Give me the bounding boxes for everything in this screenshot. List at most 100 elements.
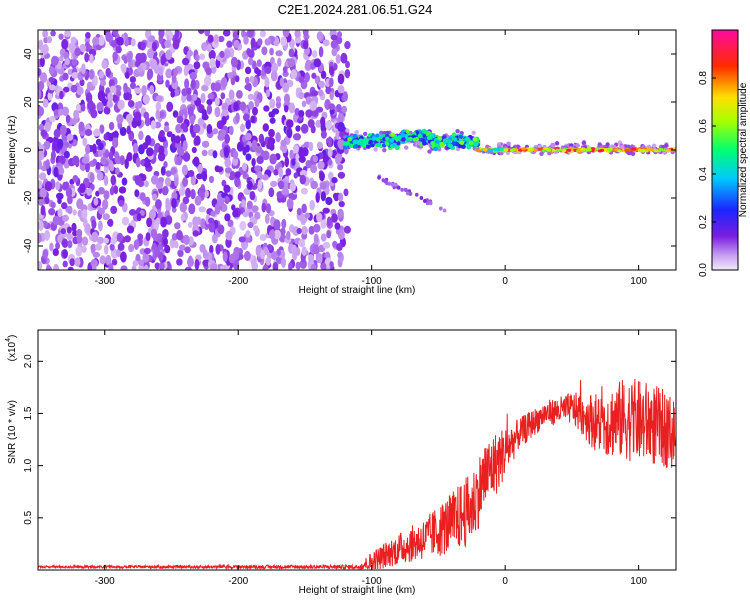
halo-cell: [652, 143, 657, 148]
noise-cell: [228, 253, 236, 264]
band-cell: [465, 136, 471, 142]
snr-panel: -300 -200 -100 0 100 0.5 1.0 1.5 2.0 Height of …: [5, 329, 677, 596]
noise-cell: [58, 155, 66, 165]
noise-cell: [288, 48, 295, 58]
noise-cell: [96, 171, 104, 181]
colorbar-ticks: 0.0 0.2 0.4 0.6 0.8: [698, 71, 716, 277]
noise-cell: [143, 247, 151, 255]
noise-cell: [309, 100, 317, 111]
noise-cell: [190, 79, 196, 89]
noise-cell: [158, 251, 164, 262]
noise-cell: [134, 87, 142, 94]
noise-cell: [299, 174, 307, 185]
noise-cell: [132, 142, 139, 154]
noise-cell: [280, 139, 287, 147]
band-cell: [442, 138, 448, 144]
noise-cell: [61, 202, 68, 210]
noise-cell: [180, 133, 186, 143]
noise-cell: [198, 206, 206, 213]
noise-cell: [117, 242, 125, 251]
noise-cell: [270, 70, 278, 82]
noise-cell: [155, 109, 160, 120]
noise-cell: [62, 86, 70, 93]
noise-cell: [251, 205, 259, 212]
noise-cell: [244, 250, 251, 261]
noise-cell: [91, 263, 97, 270]
noise-cell: [217, 35, 225, 43]
carrier-cell: [580, 147, 586, 151]
noise-cell: [228, 170, 236, 181]
noise-cell: [338, 200, 345, 208]
carrier-cell: [641, 149, 647, 153]
noise-cell: [337, 208, 344, 219]
noise-cell: [155, 182, 164, 190]
noise-cell: [115, 167, 120, 175]
noise-cell: [134, 175, 142, 186]
noise-cell: [145, 232, 151, 242]
colorbar-tick-label: 0.6: [698, 119, 709, 133]
noise-cell: [63, 51, 70, 60]
noise-cell: [311, 110, 319, 117]
carrier-cell: [521, 147, 526, 151]
y-tick-label: 20: [23, 96, 34, 108]
noise-cell: [90, 243, 97, 252]
spectrogram-x-axis-label: Height of straight line (km): [299, 285, 416, 296]
noise-cell: [154, 246, 160, 258]
noise-cell: [232, 209, 239, 218]
noise-cell: [263, 105, 270, 112]
noise-cell: [121, 216, 130, 226]
noise-cell: [92, 158, 98, 165]
noise-cell: [191, 146, 197, 154]
halo-cell: [373, 147, 378, 152]
noise-cell: [219, 265, 225, 270]
noise-cell: [107, 92, 114, 103]
noise-cell: [95, 161, 101, 170]
noise-cell: [86, 187, 93, 196]
noise-cell: [62, 249, 68, 259]
noise-cell: [158, 111, 165, 118]
noise-cell: [289, 182, 297, 192]
noise-cell: [268, 229, 276, 240]
noise-cell: [266, 244, 273, 251]
noise-cell: [340, 52, 348, 64]
carrier-cell: [529, 147, 535, 151]
noise-cell: [38, 199, 44, 206]
noise-cell: [113, 185, 119, 195]
y-tick-label: 2.0: [23, 354, 34, 368]
noise-cell: [127, 99, 135, 108]
noise-cell: [93, 75, 98, 86]
noise-cell: [304, 72, 310, 83]
noise-cell: [312, 244, 320, 255]
noise-cell: [235, 112, 240, 124]
noise-cell: [103, 175, 109, 186]
noise-cell: [189, 71, 197, 81]
carrier-cell: [482, 148, 488, 152]
noise-cell: [164, 177, 172, 187]
noise-cell: [165, 197, 170, 208]
noise-cell: [48, 76, 55, 83]
noise-cell: [105, 254, 112, 266]
noise-cell: [322, 154, 330, 163]
noise-cell: [247, 57, 254, 66]
noise-cell: [137, 233, 144, 241]
noise-cell: [175, 123, 182, 134]
trace-cell: [423, 199, 427, 203]
noise-cell: [201, 84, 209, 92]
noise-cell: [49, 242, 54, 252]
noise-cell: [160, 55, 166, 66]
noise-cell: [57, 138, 64, 149]
trace-cell: [408, 191, 413, 196]
noise-cell: [209, 244, 214, 255]
noise-cell: [290, 244, 298, 253]
noise-cell: [70, 36, 77, 45]
noise-cell: [256, 156, 264, 165]
noise-cell: [213, 82, 222, 92]
noise-cell: [60, 228, 67, 235]
noise-cell: [38, 106, 45, 117]
noise-cell: [269, 117, 276, 124]
noise-cell: [48, 84, 56, 91]
noise-cell: [155, 101, 162, 112]
band-cell: [404, 136, 410, 141]
noise-cell: [182, 176, 189, 188]
